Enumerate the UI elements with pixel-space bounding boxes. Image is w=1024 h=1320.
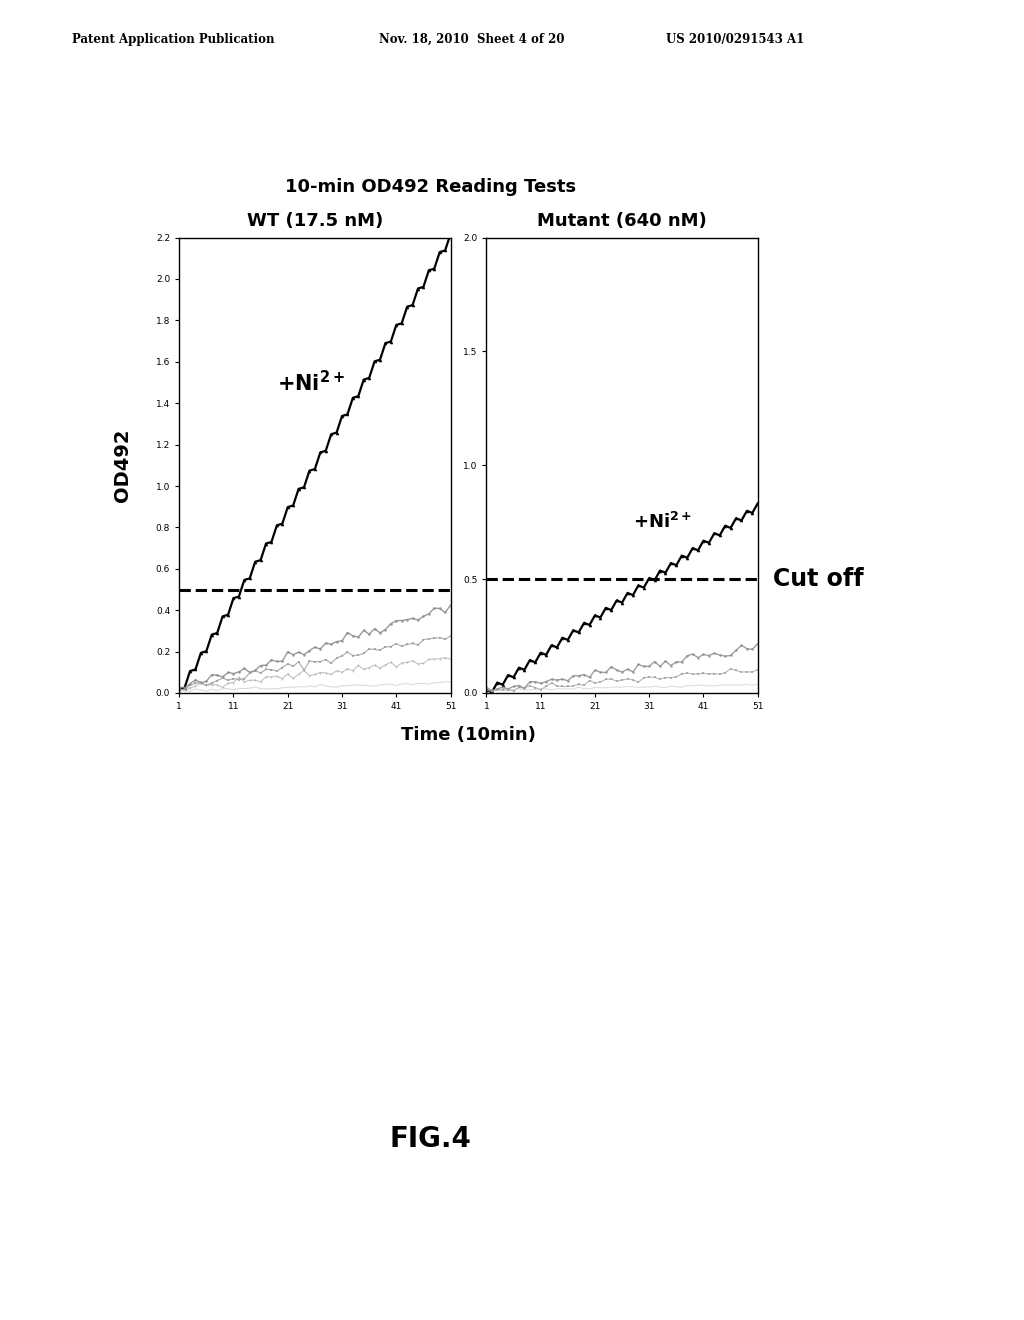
- Text: 10-min OD492 Reading Tests: 10-min OD492 Reading Tests: [285, 178, 575, 197]
- Text: Time (10min): Time (10min): [401, 726, 536, 744]
- Text: $\bf{+Ni^{2+}}$: $\bf{+Ni^{2+}}$: [633, 512, 692, 532]
- Text: Nov. 18, 2010  Sheet 4 of 20: Nov. 18, 2010 Sheet 4 of 20: [379, 33, 564, 46]
- Text: OD492: OD492: [114, 429, 132, 502]
- Text: US 2010/0291543 A1: US 2010/0291543 A1: [666, 33, 804, 46]
- Text: Mutant (640 nM): Mutant (640 nM): [538, 211, 707, 230]
- Text: FIG.4: FIG.4: [389, 1125, 471, 1152]
- Text: Cut off: Cut off: [773, 568, 864, 591]
- Text: Patent Application Publication: Patent Application Publication: [72, 33, 274, 46]
- Text: $\bf{+Ni^{2+}}$: $\bf{+Ni^{2+}}$: [276, 370, 345, 395]
- Text: WT (17.5 nM): WT (17.5 nM): [247, 211, 383, 230]
